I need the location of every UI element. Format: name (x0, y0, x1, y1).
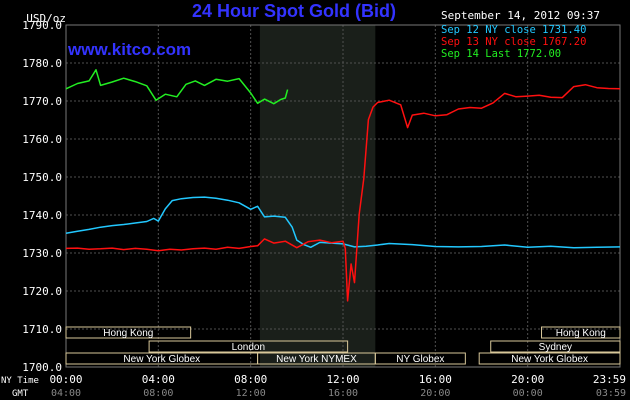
session-label: NY Globex (396, 354, 444, 365)
x-tick-label-ny: 00:00 (49, 373, 82, 386)
session-bar (478, 352, 621, 365)
x-tick-label-ny: 23:59 (593, 373, 626, 386)
session-bar (490, 340, 621, 353)
series-line-1 (65, 83, 621, 302)
y-tick-label: 1730.0 (22, 247, 62, 260)
session-label: New York NYMEX (276, 354, 357, 365)
session-label: New York Globex (511, 354, 588, 365)
x-tick-label-gmt: 08:00 (143, 388, 173, 399)
y-tick-label: 1720.0 (22, 285, 62, 298)
x-tick-label-ny: 12:00 (326, 373, 359, 386)
session-label: New York Globex (123, 354, 200, 365)
kitco-watermark: www.kitco.com (67, 40, 191, 59)
y-tick-label: 1710.0 (22, 323, 62, 336)
x-tick-label-ny: 08:00 (234, 373, 267, 386)
session-bar (541, 326, 621, 339)
nymex-shaded-region (259, 25, 376, 367)
x-tick-label-gmt: 16:00 (328, 388, 358, 399)
session-bar (65, 326, 192, 339)
x-tick-label-ny: 16:00 (419, 373, 452, 386)
chart-title: 24 Hour Spot Gold (Bid) (192, 1, 396, 21)
session-label: Hong Kong (103, 328, 153, 339)
legend-entry-sep14: Sep 14 Last 1772.00 (441, 48, 561, 60)
y-tick-label: 1780.0 (22, 57, 62, 70)
series-line-2 (65, 69, 289, 105)
y-tick-label: 1790.0 (22, 19, 62, 32)
session-label: Hong Kong (556, 328, 606, 339)
session-label: London (232, 342, 265, 353)
y-axis-unit-label: USD/oz (26, 12, 66, 25)
plot-frame (65, 24, 621, 368)
y-tick-label: 1740.0 (22, 209, 62, 222)
x-tick-label-ny: 20:00 (511, 373, 544, 386)
x-tick-label-gmt: 00:00 (513, 388, 543, 399)
x-tick-label-gmt: 12:00 (236, 388, 266, 399)
x-axis-gmt-label: GMT (12, 389, 29, 399)
y-tick-label: 1770.0 (22, 95, 62, 108)
legend-entry-sep13: Sep 13 NY close 1767.20 (441, 36, 586, 48)
x-tick-label-ny: 04:00 (142, 373, 175, 386)
series-line-0 (65, 196, 621, 249)
x-tick-label-gmt: 04:00 (51, 388, 81, 399)
session-label: Sydney (539, 342, 572, 353)
y-tick-label: 1760.0 (22, 133, 62, 146)
y-tick-label: 1700.0 (22, 361, 62, 374)
chart-legend: Sep 12 NY close 1731.40 Sep 13 NY close … (441, 24, 586, 60)
x-tick-label-gmt: 03:59 (596, 388, 626, 399)
session-bar (148, 340, 349, 353)
chart-timestamp: September 14, 2012 09:37 (441, 9, 600, 22)
session-bar (374, 352, 466, 365)
x-tick-label-gmt: 20:00 (420, 388, 450, 399)
legend-entry-sep12: Sep 12 NY close 1731.40 (441, 24, 586, 36)
y-tick-label: 1750.0 (22, 171, 62, 184)
x-axis-ny-time-label: NY Time (1, 376, 39, 386)
